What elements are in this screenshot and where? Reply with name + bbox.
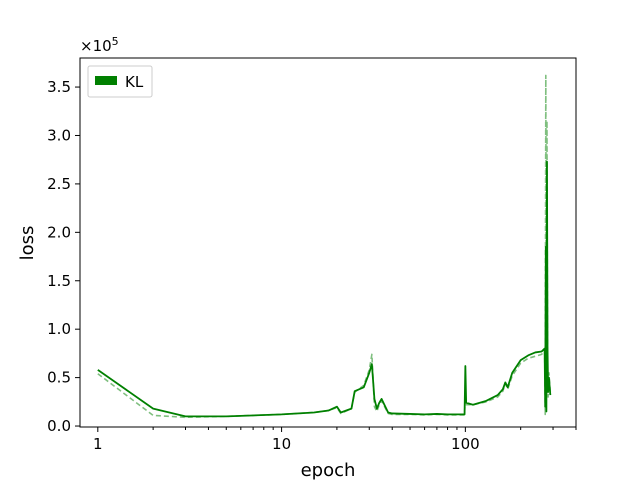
legend-swatch-kl: [95, 76, 117, 85]
y-axis: 0.0 0.5 1.0 1.5 2.0 2.5 3.0 3.5: [47, 78, 80, 435]
x-tick-label: 1: [93, 435, 103, 453]
legend: KL: [87, 65, 153, 98]
x-axis: 1 10 100: [93, 427, 577, 453]
x-tick-label: 100: [451, 435, 480, 453]
y-tick-label: 2.5: [47, 175, 71, 193]
x-tick-label: 10: [272, 435, 291, 453]
series-layer: [97, 74, 552, 419]
x-axis-label: epoch: [301, 460, 356, 480]
y-multiplier: ×105: [80, 35, 119, 55]
y-multiplier-base: ×10: [80, 37, 112, 55]
series-line-kl-dashed: [97, 74, 552, 419]
legend-box: [87, 65, 153, 98]
legend-label-kl: KL: [125, 73, 144, 91]
y-axis-label: loss: [17, 226, 38, 261]
series-line-kl: [97, 160, 552, 418]
y-multiplier-exponent: 5: [112, 35, 119, 48]
y-tick-label: 0.5: [47, 369, 71, 387]
plot-frame: [79, 57, 577, 428]
y-tick-label: 1.5: [47, 272, 71, 290]
y-tick-label: 1.0: [47, 320, 71, 338]
y-tick-label: 0.0: [47, 417, 71, 435]
y-tick-label: 3.0: [47, 126, 71, 144]
y-tick-label: 3.5: [47, 78, 71, 96]
y-tick-label: 2.0: [47, 223, 71, 241]
plot-area: [79, 57, 577, 428]
